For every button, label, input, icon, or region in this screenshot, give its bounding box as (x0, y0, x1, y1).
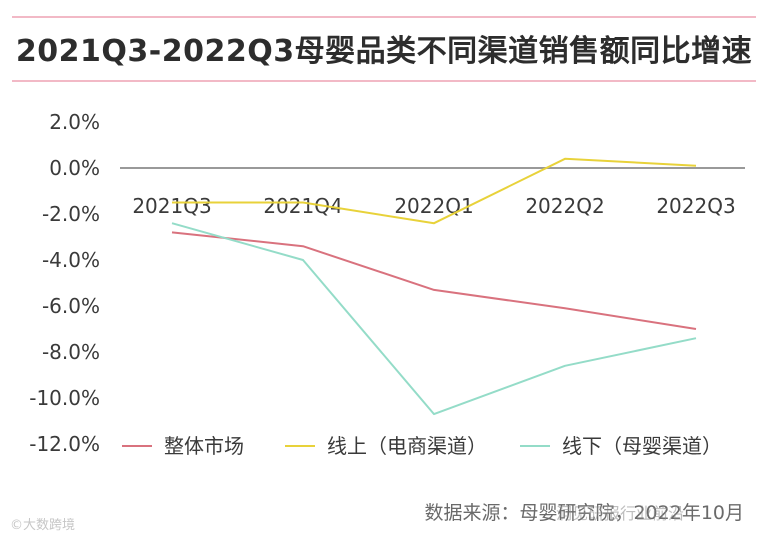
series-line-0 (171, 231, 697, 330)
y-tick-label: 0.0% (49, 156, 100, 180)
y-tick-label: -2.0% (42, 202, 100, 226)
y-tick-label: 2.0% (49, 110, 100, 134)
title-rule (12, 80, 756, 82)
legend-label: 线上（电商渠道） (327, 434, 487, 458)
x-axis-ticks: 2021Q3 2021Q4 2022Q1 2022Q2 2022Q3 (132, 194, 735, 218)
legend-label: 整体市场 (164, 434, 244, 458)
legend: 整体市场 线上（电商渠道） 线下（母婴渠道） (122, 434, 722, 458)
y-axis-ticks: 2.0% 0.0% -2.0% -4.0% -6.0% -8.0% -10.0% -12.0% (29, 110, 100, 456)
series-lines (171, 157, 697, 416)
y-tick-label: -6.0% (42, 294, 100, 318)
watermark-left: ©大数跨境 (10, 518, 76, 533)
x-tick-label: 2022Q1 (394, 194, 473, 218)
y-tick-label: -4.0% (42, 248, 100, 272)
legend-label: 线下（母婴渠道） (562, 434, 722, 458)
y-tick-label: -8.0% (42, 340, 100, 364)
chart-title: 2021Q3-2022Q3母婴品类不同渠道销售额同比增速 (15, 34, 753, 69)
x-tick-label: 2022Q2 (525, 194, 604, 218)
watermark-right: 洞见研报行业前沿 (556, 504, 685, 523)
source-note: 数据来源：母婴研究院，2022年10月 (424, 502, 744, 524)
y-tick-label: -12.0% (29, 432, 100, 456)
x-tick-label: 2021Q3 (132, 194, 211, 218)
top-rule (12, 16, 756, 18)
series-line-1 (172, 157, 697, 225)
x-tick-label: 2022Q3 (656, 194, 735, 218)
series-line-2 (171, 222, 697, 416)
y-tick-label: -10.0% (29, 386, 100, 410)
